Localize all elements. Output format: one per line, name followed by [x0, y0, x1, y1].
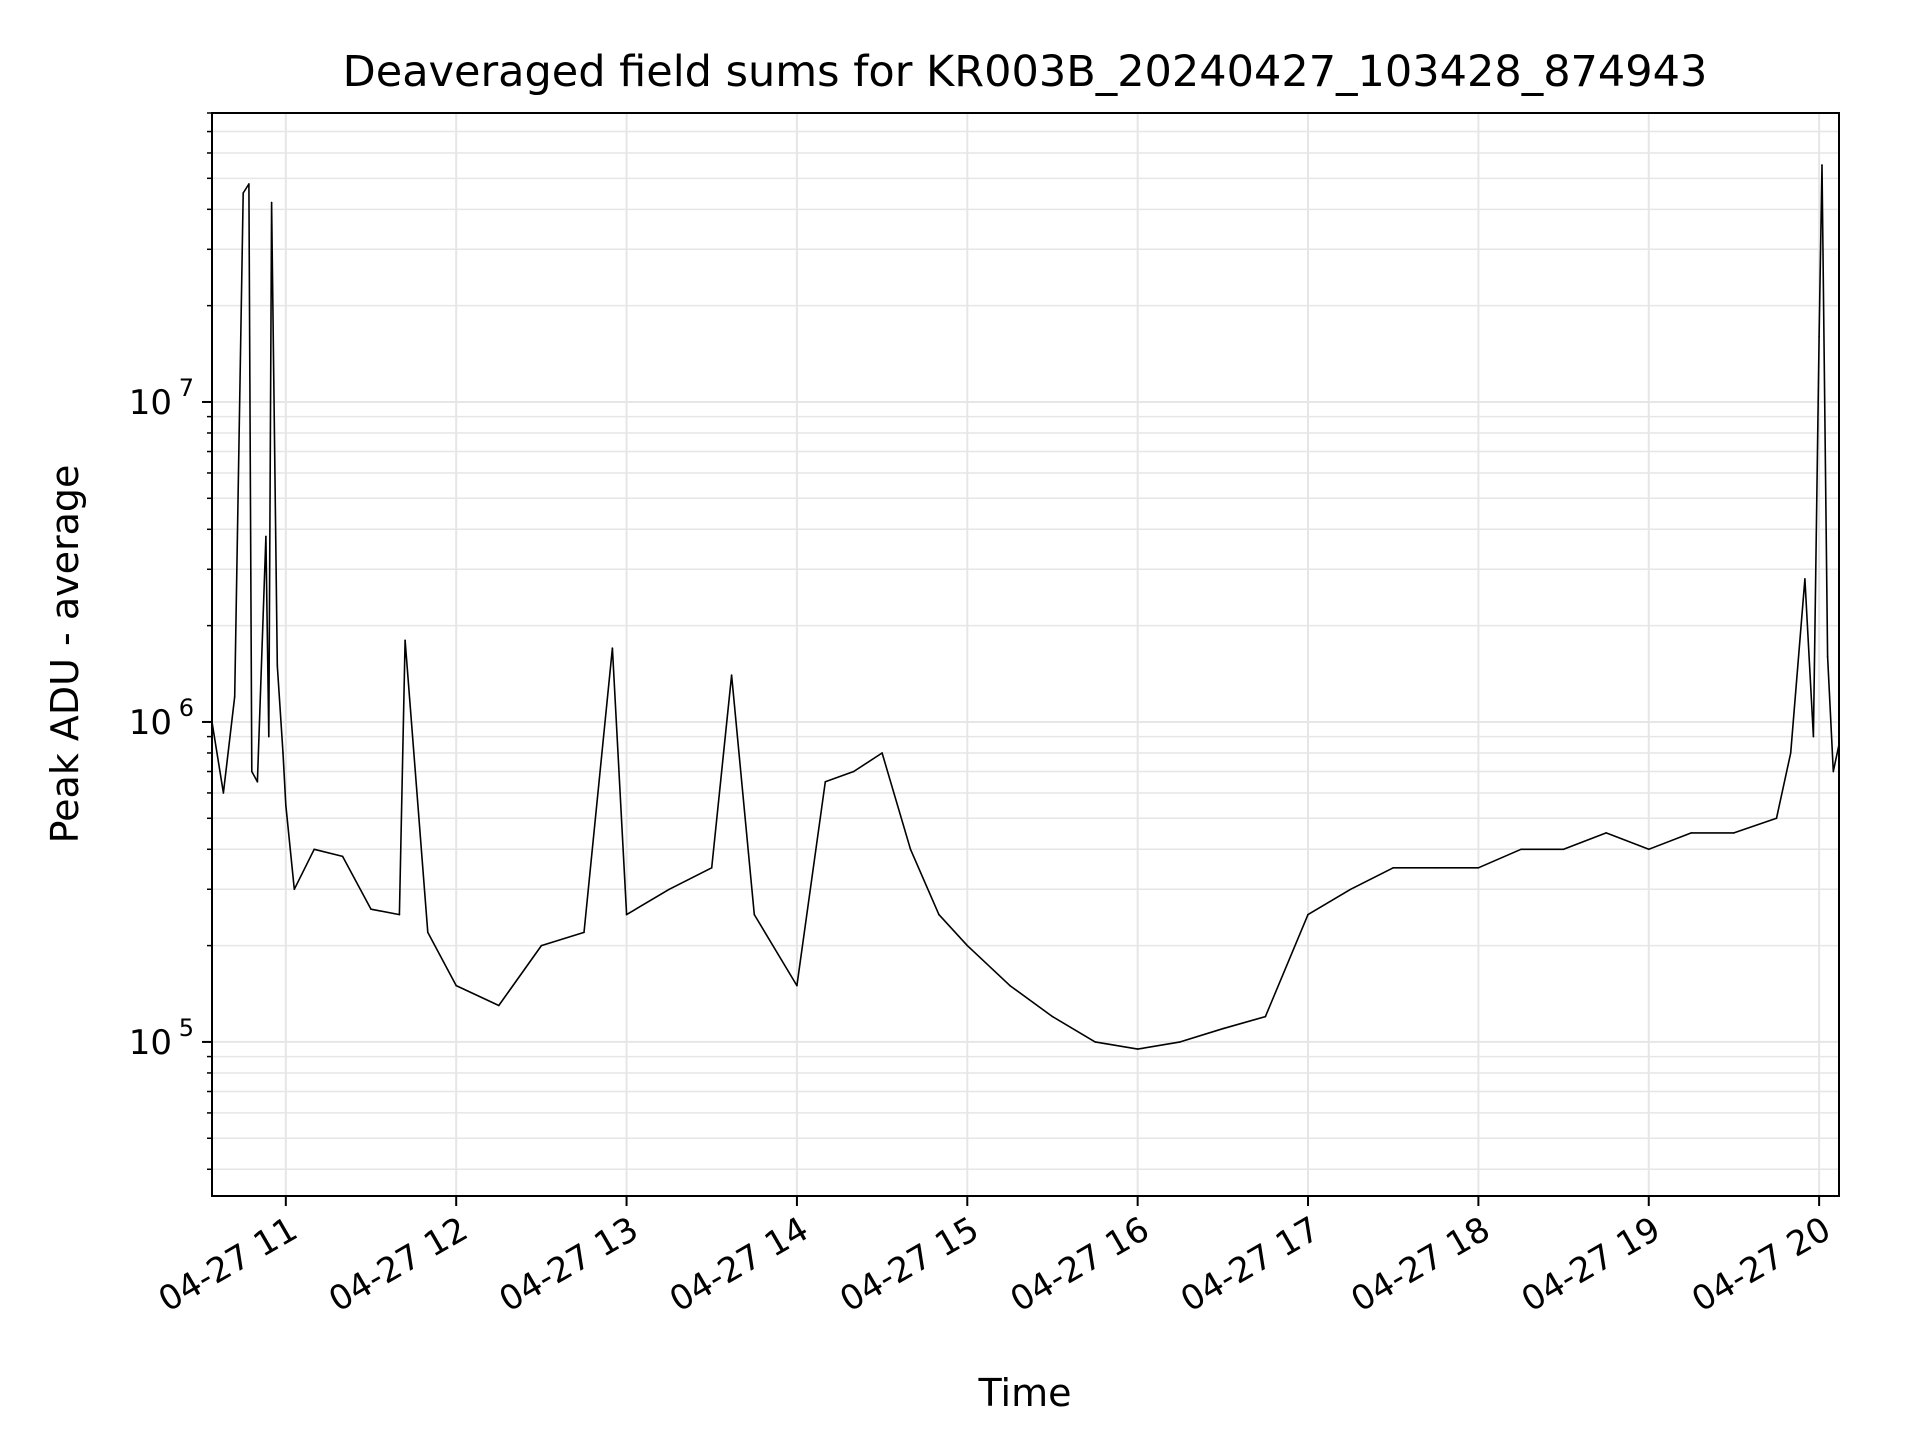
- data-point: [796, 984, 798, 987]
- data-point: [242, 192, 245, 194]
- data-point: [611, 647, 614, 650]
- data-point: [1477, 867, 1480, 869]
- data-point: [1812, 735, 1815, 738]
- data-point: [1222, 1027, 1224, 1030]
- data-point: [267, 735, 270, 738]
- data-point: [313, 848, 316, 851]
- data-point: [1775, 817, 1778, 820]
- data-point: [1136, 1048, 1139, 1050]
- data-point: [233, 695, 236, 698]
- data-point: [1818, 335, 1820, 338]
- data-point: [625, 913, 628, 916]
- y-tick-label: 10: [129, 383, 172, 423]
- data-point: [1647, 848, 1650, 851]
- data-point: [455, 984, 457, 987]
- data-point: [222, 792, 225, 794]
- data-point: [282, 752, 284, 754]
- data-point: [398, 913, 401, 916]
- data-point: [710, 867, 713, 869]
- data-point: [1392, 867, 1395, 869]
- data-point: [293, 888, 296, 891]
- plot-frame: [211, 112, 1840, 1197]
- data-point: [1821, 164, 1823, 166]
- chart-title: Deaveraged field sums for KR003B_2024042…: [343, 47, 1708, 97]
- data-point: [583, 931, 585, 934]
- y-axis-label: Peak ADU - average: [43, 465, 87, 844]
- data-point: [1094, 1041, 1096, 1043]
- data-point: [1733, 832, 1735, 834]
- data-point: [270, 201, 273, 204]
- data-point: [938, 913, 940, 916]
- y-tick-label: 10: [129, 1023, 172, 1063]
- data-point: [1826, 655, 1829, 658]
- data-point: [250, 770, 253, 773]
- data-point: [1804, 578, 1806, 580]
- data-point: [1179, 1041, 1182, 1043]
- data-point: [341, 855, 344, 858]
- data-point: [1690, 832, 1693, 834]
- grid: [212, 112, 1839, 1196]
- data-point: [1307, 913, 1309, 916]
- data-point: [1009, 984, 1011, 987]
- data-point: [265, 535, 267, 538]
- data-series-line: [212, 164, 1839, 1050]
- data-point: [1605, 832, 1607, 834]
- data-point: [1562, 848, 1565, 851]
- data-point: [276, 664, 279, 667]
- data-point: [370, 908, 372, 910]
- data-point: [753, 913, 756, 916]
- data-point: [1264, 1015, 1267, 1018]
- data-point: [404, 639, 406, 642]
- data-point: [1051, 1015, 1054, 1018]
- data-point: [824, 781, 827, 783]
- data-point: [540, 944, 543, 947]
- data-point: [1832, 770, 1835, 773]
- data-point: [426, 931, 429, 934]
- y-tick-exponent: 7: [179, 374, 194, 402]
- data-point: [1349, 888, 1352, 891]
- data-point: [1520, 848, 1522, 851]
- data-point: [881, 752, 883, 754]
- data-point: [285, 804, 287, 806]
- y-tick-exponent: 6: [179, 694, 194, 722]
- data-layer: [211, 164, 1840, 1050]
- data-point: [730, 674, 733, 676]
- y-tick-label: 10: [129, 703, 172, 743]
- data-point: [966, 944, 969, 947]
- data-point: [668, 888, 670, 891]
- data-point: [248, 183, 250, 185]
- data-point: [1789, 752, 1792, 754]
- data-point: [497, 1004, 500, 1007]
- data-point: [909, 848, 912, 851]
- y-tick-exponent: 5: [179, 1014, 194, 1042]
- data-point: [1434, 867, 1437, 869]
- x-axis-label: Time: [978, 1371, 1072, 1415]
- data-point: [256, 781, 259, 783]
- data-point: [852, 770, 855, 773]
